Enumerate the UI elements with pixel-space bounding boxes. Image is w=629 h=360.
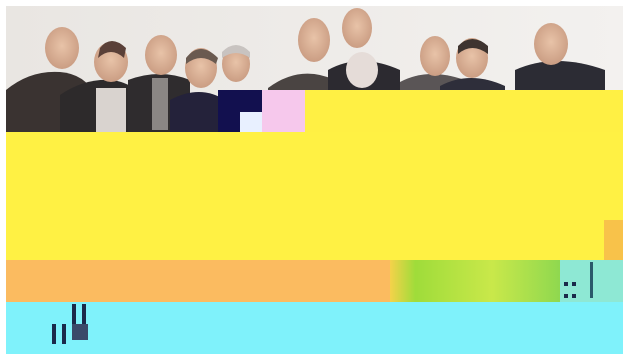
glitch-pixel <box>564 282 568 286</box>
glitch-pixel <box>62 324 66 344</box>
person-head <box>342 8 372 48</box>
person-hair <box>98 41 126 58</box>
glitch-green <box>390 260 560 302</box>
glitch-pixel <box>564 294 568 298</box>
glitch-pixel <box>572 294 576 298</box>
glitch-block <box>240 112 262 132</box>
person-head <box>298 18 330 62</box>
glitch-pixel <box>572 282 576 286</box>
person-head <box>420 36 450 76</box>
glitch-yellow <box>6 132 623 260</box>
glitch-block <box>604 220 623 260</box>
glitch-pixel <box>72 324 88 340</box>
person-body <box>268 73 335 92</box>
person-head <box>534 23 568 65</box>
person-body <box>515 61 605 92</box>
glitch-pixel <box>52 324 56 344</box>
person-head <box>45 27 79 69</box>
glitch-cyan <box>6 302 623 354</box>
glitch-pixel <box>82 304 86 324</box>
person-hair <box>186 49 218 64</box>
person-head <box>145 35 177 75</box>
person-hair <box>458 39 488 54</box>
person-body <box>440 78 505 92</box>
glitch-yellow <box>305 90 623 132</box>
glitch-pixel <box>590 262 593 298</box>
person-head <box>346 52 378 88</box>
person-body <box>170 92 225 136</box>
person-hair <box>222 45 250 58</box>
glitch-orange <box>6 260 390 302</box>
person-head <box>222 46 250 82</box>
person-shirt <box>96 88 126 132</box>
people <box>6 8 605 136</box>
glitch-pixel <box>72 304 76 324</box>
person-shirt <box>152 78 168 130</box>
glitch-block <box>262 90 305 132</box>
glitch-pixels <box>52 262 593 344</box>
